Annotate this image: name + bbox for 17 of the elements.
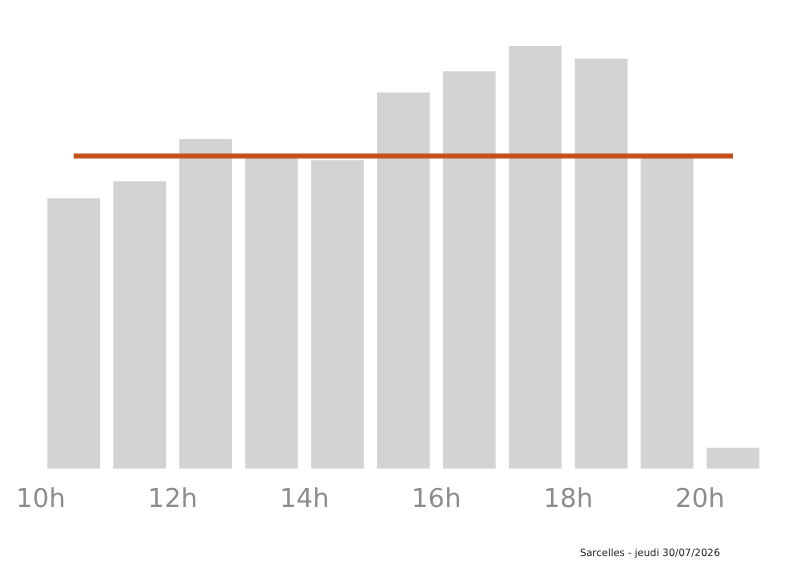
bar — [574, 58, 628, 469]
bar — [47, 198, 101, 469]
x-tick-label: 18h — [543, 485, 593, 516]
bar — [442, 71, 496, 469]
bar — [113, 181, 167, 469]
x-tick-label: 14h — [279, 485, 330, 516]
bar — [377, 92, 430, 469]
x-tick-label: 16h — [411, 485, 462, 516]
bar — [311, 160, 364, 469]
bar — [640, 155, 694, 469]
bar — [245, 155, 298, 469]
bar — [508, 46, 562, 469]
x-tick-label: 12h — [147, 485, 198, 516]
x-tick-label: 10h — [16, 485, 66, 516]
bar — [179, 139, 232, 469]
bar — [706, 447, 760, 469]
x-tick-label: 20h — [675, 485, 725, 516]
